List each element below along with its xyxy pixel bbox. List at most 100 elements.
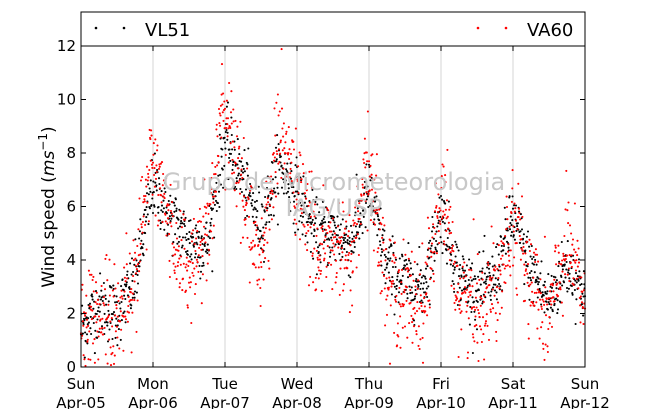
x-tick-date-7: Apr-12 — [560, 394, 610, 409]
point-vl51-566 — [292, 186, 295, 189]
point-va60-39 — [94, 301, 97, 304]
point-va60-1073 — [482, 333, 485, 336]
point-va60-730 — [353, 221, 356, 224]
point-va60-630 — [316, 227, 319, 230]
point-va60-504 — [268, 204, 272, 207]
point-vl51-56 — [100, 325, 104, 328]
point-vl51-1321 — [575, 298, 578, 301]
point-vl51-1020 — [462, 258, 465, 261]
point-vl51-85 — [111, 313, 114, 316]
point-va60-334 — [205, 206, 208, 209]
point-vl51-1088 — [487, 267, 491, 270]
point-vl51-1199 — [529, 255, 532, 258]
point-va60-998 — [454, 308, 457, 311]
point-vl51-584 — [298, 201, 302, 204]
point-vl51-733 — [354, 225, 357, 228]
point-va60-308 — [195, 265, 198, 268]
point-vl51-1171 — [519, 241, 522, 244]
point-va60-493 — [264, 227, 267, 230]
point-vl51-1035 — [468, 258, 471, 261]
point-va60-1009 — [458, 307, 461, 311]
point-va60-722 — [350, 240, 353, 243]
point-va60-348 — [210, 177, 213, 180]
point-vl51-902 — [418, 245, 421, 249]
point-vl51-384 — [223, 141, 227, 144]
point-va60-713 — [347, 253, 350, 257]
point-vl51-1075 — [483, 281, 486, 284]
point-va60-269 — [180, 226, 183, 229]
point-vl51-408 — [232, 187, 236, 190]
point-va60-1128 — [502, 243, 506, 246]
point-va60-664 — [328, 230, 332, 233]
point-va60-153 — [137, 228, 140, 231]
point-va60-60 — [102, 302, 105, 305]
point-va60-1046 — [472, 336, 475, 339]
point-va60-940 — [432, 272, 435, 275]
point-va60-390 — [226, 123, 229, 126]
point-va60-1331 — [579, 304, 582, 307]
point-vl51-1176 — [520, 228, 524, 231]
point-va60-1164 — [516, 228, 519, 231]
point-va60-430 — [241, 176, 244, 180]
point-vl51-1290 — [563, 263, 566, 266]
point-va60-438 — [244, 223, 247, 226]
point-vl51-1210 — [533, 271, 536, 274]
point-vl51-764 — [366, 185, 369, 188]
point-va60-968 — [442, 240, 446, 243]
point-va60-637 — [318, 258, 321, 261]
point-va60-425 — [239, 120, 242, 123]
point-va60-1143 — [508, 225, 511, 228]
point-va60-1084 — [486, 324, 489, 327]
point-va60-1148 — [510, 212, 513, 215]
point-vl51-366 — [217, 174, 220, 177]
point-vl51-1271 — [556, 299, 559, 302]
point-va60-768 — [367, 160, 371, 163]
point-va60-951 — [436, 216, 439, 219]
point-va60-93 — [114, 330, 117, 333]
point-vl51-1200 — [529, 279, 533, 282]
point-vl51-900 — [417, 285, 420, 288]
point-va60-689 — [338, 236, 341, 239]
point-vl51-268 — [180, 216, 183, 219]
point-vl51-1237 — [543, 280, 546, 283]
point-va60-532 — [279, 141, 282, 144]
point-va60-190 — [151, 166, 154, 169]
point-va60-754 — [362, 193, 365, 196]
point-va60-304 — [193, 292, 197, 296]
point-va60-622 — [313, 247, 316, 250]
point-vl51-294 — [190, 253, 193, 256]
point-vl51-1182 — [523, 283, 526, 286]
point-va60-827 — [390, 280, 393, 283]
point-va60-736 — [355, 223, 359, 226]
point-va60-995 — [453, 287, 456, 290]
point-va60-226 — [164, 220, 167, 223]
point-va60-752 — [361, 186, 365, 189]
point-vl51-369 — [218, 205, 221, 209]
point-va60-145 — [134, 257, 137, 260]
point-vl51-1077 — [483, 272, 486, 275]
point-vl51-402 — [230, 133, 233, 137]
point-va60-1049 — [473, 340, 476, 343]
point-vl51-259 — [177, 227, 180, 230]
point-vl51-1007 — [457, 249, 460, 252]
point-vl51-1043 — [471, 262, 474, 265]
point-va60-1301 — [567, 267, 570, 270]
point-vl51-1030 — [466, 286, 469, 289]
point-va60-638 — [319, 242, 322, 245]
point-va60-407 — [232, 120, 235, 123]
point-va60-817 — [386, 294, 389, 297]
point-va60-193 — [152, 153, 155, 156]
point-vl51-693 — [339, 223, 342, 226]
point-vl51-469 — [255, 199, 258, 202]
point-vl51-648 — [322, 241, 326, 244]
point-va60-839 — [394, 256, 397, 259]
point-va60-338 — [206, 262, 209, 265]
point-va60-1026 — [464, 275, 467, 278]
point-vl51-870 — [406, 292, 409, 295]
point-va60-1222 — [538, 290, 541, 293]
point-va60-698 — [341, 201, 344, 204]
point-vl51-1061 — [477, 289, 480, 292]
point-va60-678 — [334, 235, 337, 239]
point-va60-919 — [424, 261, 427, 264]
point-va60-907 — [420, 302, 423, 305]
